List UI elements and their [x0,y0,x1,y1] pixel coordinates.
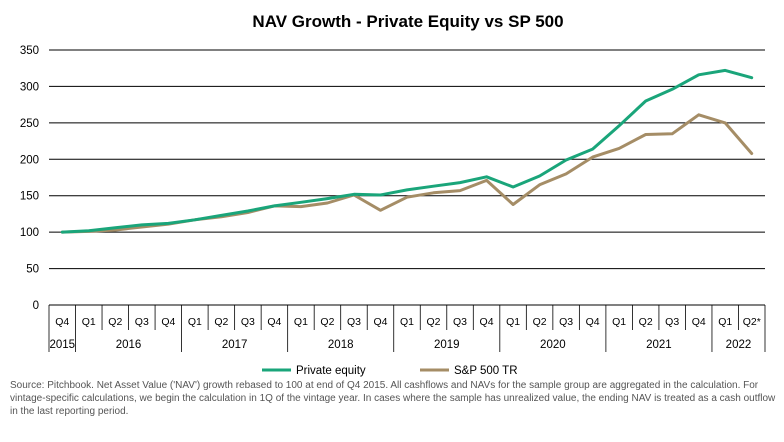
x-tick-label: Q3 [241,316,255,328]
y-axis: 0 50 100 150 200 250 300 350 [20,45,39,312]
y-tick-label: 0 [33,300,39,312]
x-tick-label: Q2 [320,316,334,328]
x-tick-label: Q2 [108,316,122,328]
x-tick-label: Q2 [639,316,653,328]
y-tick-label: 200 [20,154,39,166]
x-tick-label: Q1 [188,316,202,328]
series-line-0 [60,68,754,234]
x-tick-label: Q2 [427,316,441,328]
source-note: Source: Pitchbook. Net Asset Value ('NAV… [10,380,776,417]
x-tick-label: Q3 [135,316,149,328]
x-tick-label: Q3 [559,316,573,328]
x-tick-label: Q1 [294,316,308,328]
y-tick-label: 300 [20,81,39,93]
x-tick-label: Q4 [267,316,281,328]
y-tick-label: 150 [20,191,39,203]
x-tick-label: Q1 [506,316,520,328]
year-label: 2022 [726,339,752,351]
x-tick-label: Q1 [612,316,626,328]
legend-label: Private equity [296,365,366,377]
y-tick-label: 350 [20,45,39,57]
x-tick-label: Q4 [161,316,175,328]
year-label: 2015 [49,339,75,351]
year-label: 2019 [434,339,460,351]
year-label: 2018 [328,339,354,351]
legend-label: S&P 500 TR [454,365,518,377]
chart-title: NAV Growth - Private Equity vs SP 500 [252,12,563,31]
x-tick-label: Q3 [665,316,679,328]
x-tick-label: Q1 [82,316,96,328]
y-tick-label: 50 [26,264,39,276]
x-tick-label: Q3 [453,316,467,328]
x-tick-label: Q3 [347,316,361,328]
series-line-1 [60,113,754,234]
x-tick-label: Q4 [373,316,387,328]
x-tick-label: Q4 [480,316,494,328]
year-label: 2021 [646,339,672,351]
x-tick-label: Q2 [214,316,228,328]
x-tick-label: Q1 [400,316,414,328]
x-tick-label: Q4 [55,316,69,328]
gridlines [49,49,765,270]
y-tick-label: 100 [20,227,39,239]
year-label: 2017 [222,339,248,351]
x-tick-label: Q4 [586,316,600,328]
x-tick-label: Q4 [692,316,706,328]
y-tick-label: 250 [20,118,39,130]
x-tick-label: Q2* [743,316,761,328]
legend: Private equity S&P 500 TR [262,365,518,377]
x-tick-label: Q2 [533,316,547,328]
x-tick-label: Q1 [718,316,732,328]
x-axis: Q4 Q1 Q2 Q3 Q4 Q1 Q2 Q3 Q4 Q1 Q2 Q3 Q4 Q1 Q2 Q3 Q4 Q1 Q2 Q3… [48,304,766,352]
year-label: 2016 [116,339,142,351]
year-label: 2020 [540,339,566,351]
series-lines [60,68,754,234]
